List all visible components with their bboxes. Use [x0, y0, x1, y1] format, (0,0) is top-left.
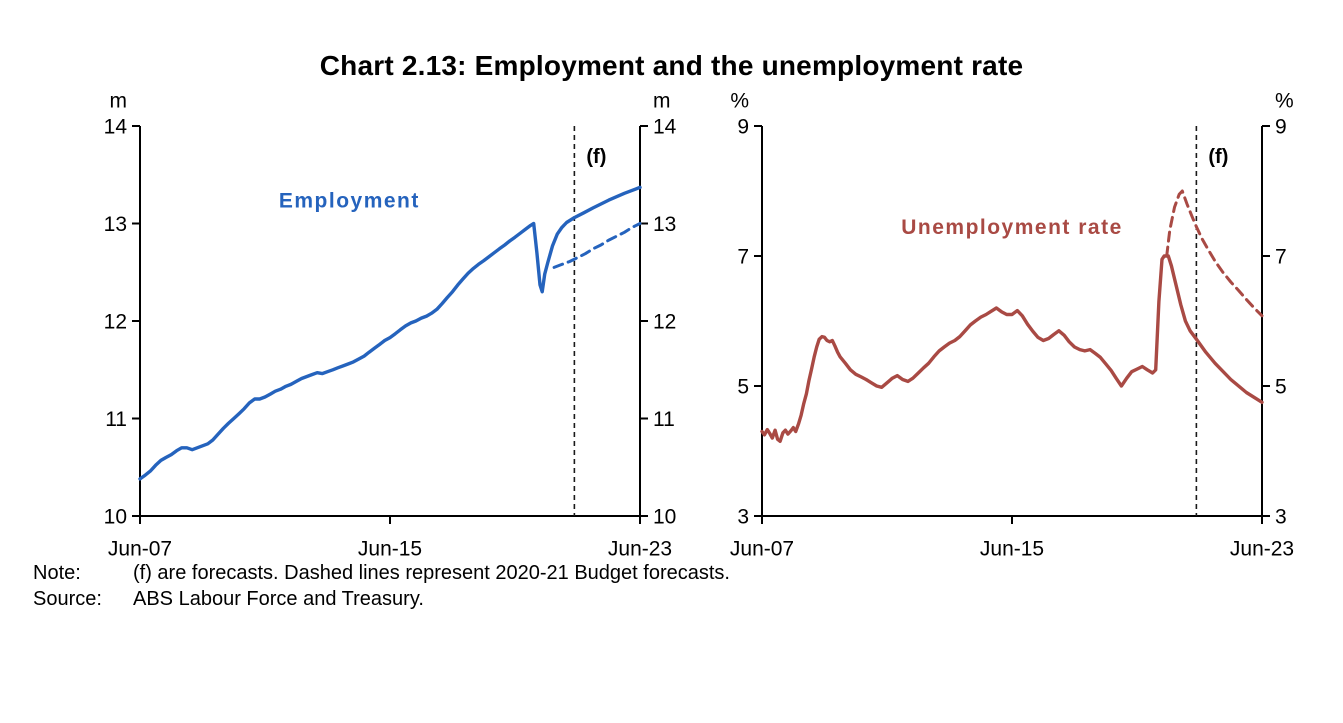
y-tick-label-right: 7	[1275, 245, 1287, 268]
unemployment-rate-series-solid	[760, 254, 1264, 443]
chart-title: Chart 2.13: Employment and the unemploym…	[319, 50, 1024, 81]
y-tick-label-right: 12	[653, 310, 676, 333]
charts-row: 14 14 13 13 12 12 11 11 10 10 m m Jun-07 Jun-15 Jun-23…	[0, 86, 1343, 560]
note-text: (f) are forecasts. Dashed lines represen…	[133, 562, 730, 584]
y-tick-label-right: 11	[653, 408, 675, 431]
forecast-flag-label: (f)	[1208, 146, 1228, 168]
forecast-flag-label: (f)	[586, 146, 606, 168]
y-tick-label-right: 3	[1275, 505, 1287, 528]
x-tick-label: Jun-07	[730, 537, 794, 556]
source-row: Source: ABS Labour Force and Treasury.	[33, 586, 1343, 612]
x-tick-label: Jun-15	[980, 537, 1044, 556]
y-tick-label-left: 12	[104, 310, 127, 333]
note-row: Note: (f) are forecasts. Dashed lines re…	[33, 560, 1343, 586]
series-label: Employment	[279, 189, 420, 212]
x-tick-label: Jun-23	[608, 537, 672, 556]
employment-series-dashed	[552, 222, 642, 269]
y-tick-label-right: 9	[1275, 115, 1287, 138]
source-text: ABS Labour Force and Treasury.	[133, 588, 424, 610]
x-tick-label: Jun-07	[108, 537, 172, 556]
source-label: Source:	[33, 588, 102, 610]
y-tick-label-right: 5	[1275, 375, 1287, 398]
y-tick-label-left: 9	[737, 115, 749, 138]
x-tick-label: Jun-15	[358, 537, 422, 556]
y-tick-label-left: 7	[737, 245, 749, 268]
unemployment-rate-series-dashed	[1165, 189, 1264, 318]
y-tick-label-right: 14	[653, 115, 677, 138]
footnotes: Note: (f) are forecasts. Dashed lines re…	[33, 560, 1343, 612]
page: Chart 2.13: Employment and the unemploym…	[0, 50, 1343, 723]
unit-label-right: %	[1275, 89, 1294, 112]
employment-chart: 14 14 13 13 12 12 11 11 10 10 m m Jun-07 Jun-15 Jun-23…	[90, 86, 690, 560]
y-tick-label-left: 10	[104, 505, 127, 528]
y-tick-label-right: 10	[653, 505, 676, 528]
axis-frame	[139, 126, 641, 517]
series-label: Unemployment rate	[901, 216, 1123, 239]
y-tick-label-left: 13	[104, 213, 127, 236]
y-tick-label-right: 13	[653, 213, 676, 236]
unit-label-left: m	[110, 89, 128, 112]
unemployment-rate-chart: 9 9 7 7 5 5 3 3%% Jun-07 Jun-15 Jun-23 (f) Unemploym…	[712, 86, 1312, 560]
note-label: Note:	[33, 562, 81, 584]
y-tick-label-left: 3	[737, 505, 749, 528]
y-tick-label-left: 5	[737, 375, 749, 398]
x-tick-label: Jun-23	[1230, 537, 1294, 556]
unit-label-right: m	[653, 89, 671, 112]
employment-svg: 14 14 13 13 12 12 11 11 10 10 m m Jun-07 Jun-15 Jun-23…	[104, 89, 677, 560]
unit-label-left: %	[730, 89, 749, 112]
employment-series-solid	[138, 185, 642, 481]
y-tick-label-left: 14	[104, 115, 128, 138]
unemployment-rate-svg: 9 9 7 7 5 5 3 3% % Jun-07 Jun-15 Jun-23 (f) Unemploym…	[730, 89, 1294, 560]
y-tick-label-left: 11	[105, 408, 127, 431]
